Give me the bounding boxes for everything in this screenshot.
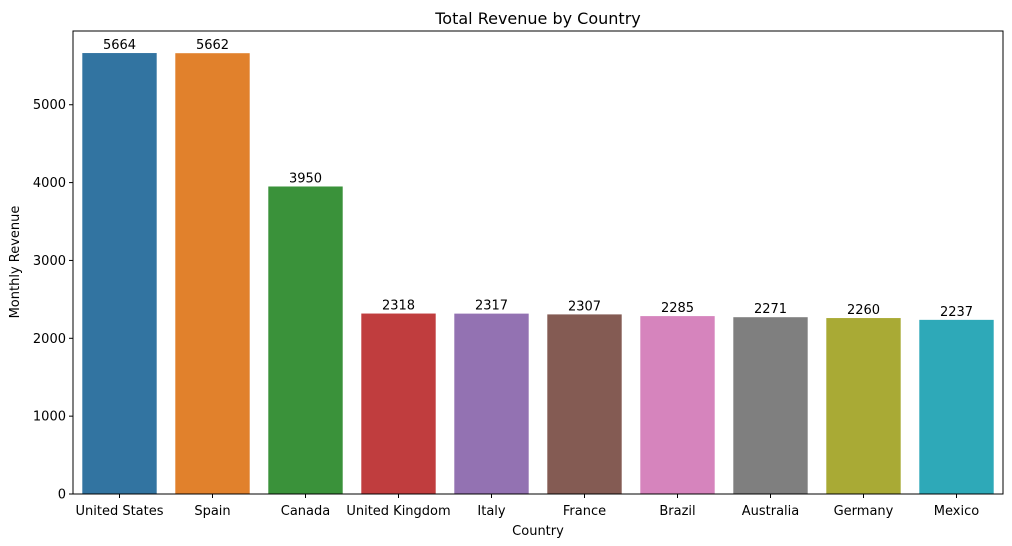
bar-value-label-france: 2307 [568,299,601,314]
x-tick-label-canada: Canada [281,504,330,519]
y-axis: 0 1000 2000 3000 4000 5000 [33,98,73,503]
bar-australia [733,317,808,494]
x-axis-label: Country [512,524,564,539]
bar-mexico [919,319,994,494]
x-tick-label-mexico: Mexico [934,504,979,519]
x-tick-label-italy: Italy [477,504,506,519]
bar-brazil [640,316,715,494]
bar-value-label-united-states: 5664 [103,38,136,53]
x-axis: United States Spain Canada United Kingdom It… [75,494,979,519]
bar-spain [175,53,250,494]
bar-value-label-canada: 3950 [289,171,322,186]
y-axis-label: Monthly Revenue [8,206,23,319]
x-tick-label-australia: Australia [742,504,800,519]
bar-germany [826,318,901,494]
x-tick-label-spain: Spain [194,504,230,519]
bar-italy [454,313,529,494]
bar-united-states [82,53,157,495]
bar-value-label-mexico: 2237 [940,305,973,320]
bars-layer: 5664 5662 3950 2318 2317 2307 2285 2271 2260 2237 [82,38,994,495]
y-tick-label: 3000 [33,254,66,269]
x-tick-label-france: France [563,504,606,519]
bar-value-label-spain: 5662 [196,38,229,53]
plot-frame [72,30,1004,495]
x-tick-label-brazil: Brazil [659,504,695,519]
bar-value-label-australia: 2271 [754,302,787,317]
y-tick-label: 5000 [33,98,66,113]
bar-value-label-united-kingdom: 2318 [382,299,415,314]
x-tick-label-united-kingdom: United Kingdom [346,504,450,519]
y-tick-label: 2000 [33,332,66,347]
bar-value-label-italy: 2317 [475,299,508,314]
bar-value-label-brazil: 2285 [661,301,694,316]
bar-value-label-germany: 2260 [847,303,880,318]
bar-united-kingdom [361,313,436,494]
x-tick-label-united-states: United States [75,504,163,519]
x-tick-label-germany: Germany [834,504,894,519]
y-tick-label: 0 [58,488,66,503]
chart-title: Total Revenue by Country [434,9,641,28]
y-tick-label: 4000 [33,176,66,191]
bar-france [547,314,622,494]
y-tick-label: 1000 [33,410,66,425]
bar-canada [268,186,343,495]
